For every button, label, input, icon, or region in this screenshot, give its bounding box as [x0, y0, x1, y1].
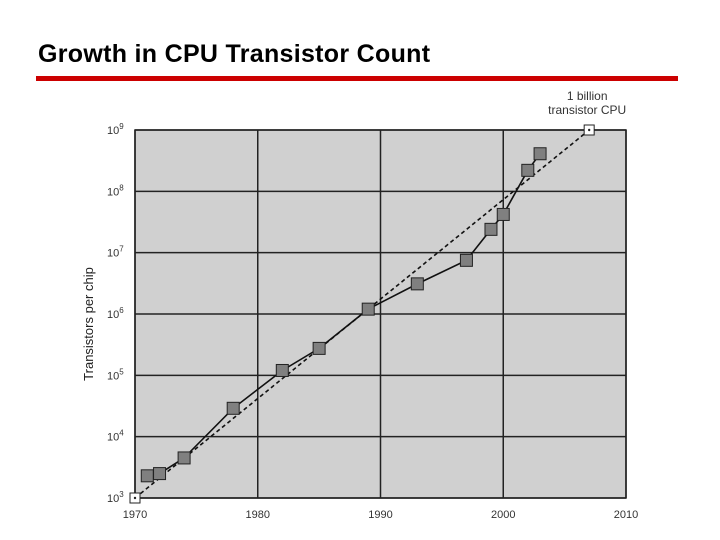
- x-tick-label: 2010: [614, 509, 638, 521]
- y-tick-label: 104: [107, 429, 124, 444]
- x-tick-label: 1970: [123, 509, 147, 521]
- x-tick-label: 2000: [491, 509, 515, 521]
- x-tick-label: 1990: [368, 509, 392, 521]
- data-point-center: [587, 128, 591, 132]
- data-point: [177, 451, 191, 465]
- data-point: [521, 163, 535, 177]
- data-point: [496, 207, 510, 221]
- title-rule: [36, 76, 678, 81]
- data-point: [484, 222, 498, 236]
- data-point: [361, 302, 375, 316]
- data-point: [153, 467, 167, 481]
- data-point: [533, 147, 547, 161]
- y-axis-label: Transistors per chip: [81, 267, 96, 381]
- y-tick-label: 105: [107, 367, 124, 382]
- y-tick-label: 103: [107, 490, 124, 505]
- data-point: [140, 469, 154, 483]
- data-point: [459, 253, 473, 267]
- x-tick-labels: 1970 1980 1990 2000 2010: [123, 509, 638, 521]
- grid-lines: [134, 129, 627, 499]
- y-tick-label: 108: [107, 183, 124, 198]
- y-tick-labels: 103 104 105 106 107 108 109: [107, 122, 124, 505]
- y-tick-label: 109: [107, 122, 124, 137]
- data-point: [275, 363, 289, 377]
- data-point: [410, 277, 424, 291]
- data-markers: [129, 124, 595, 504]
- annotation-label: 1 billion: [567, 89, 608, 103]
- data-point: [226, 401, 240, 415]
- data-point: [312, 341, 326, 355]
- y-tick-label: 107: [107, 245, 124, 260]
- x-tick-label: 1980: [246, 509, 270, 521]
- annotation-label: transistor CPU: [548, 103, 626, 117]
- y-tick-label: 106: [107, 306, 124, 321]
- slide-title: Growth in CPU Transistor Count: [38, 40, 431, 68]
- data-point-center: [133, 496, 137, 500]
